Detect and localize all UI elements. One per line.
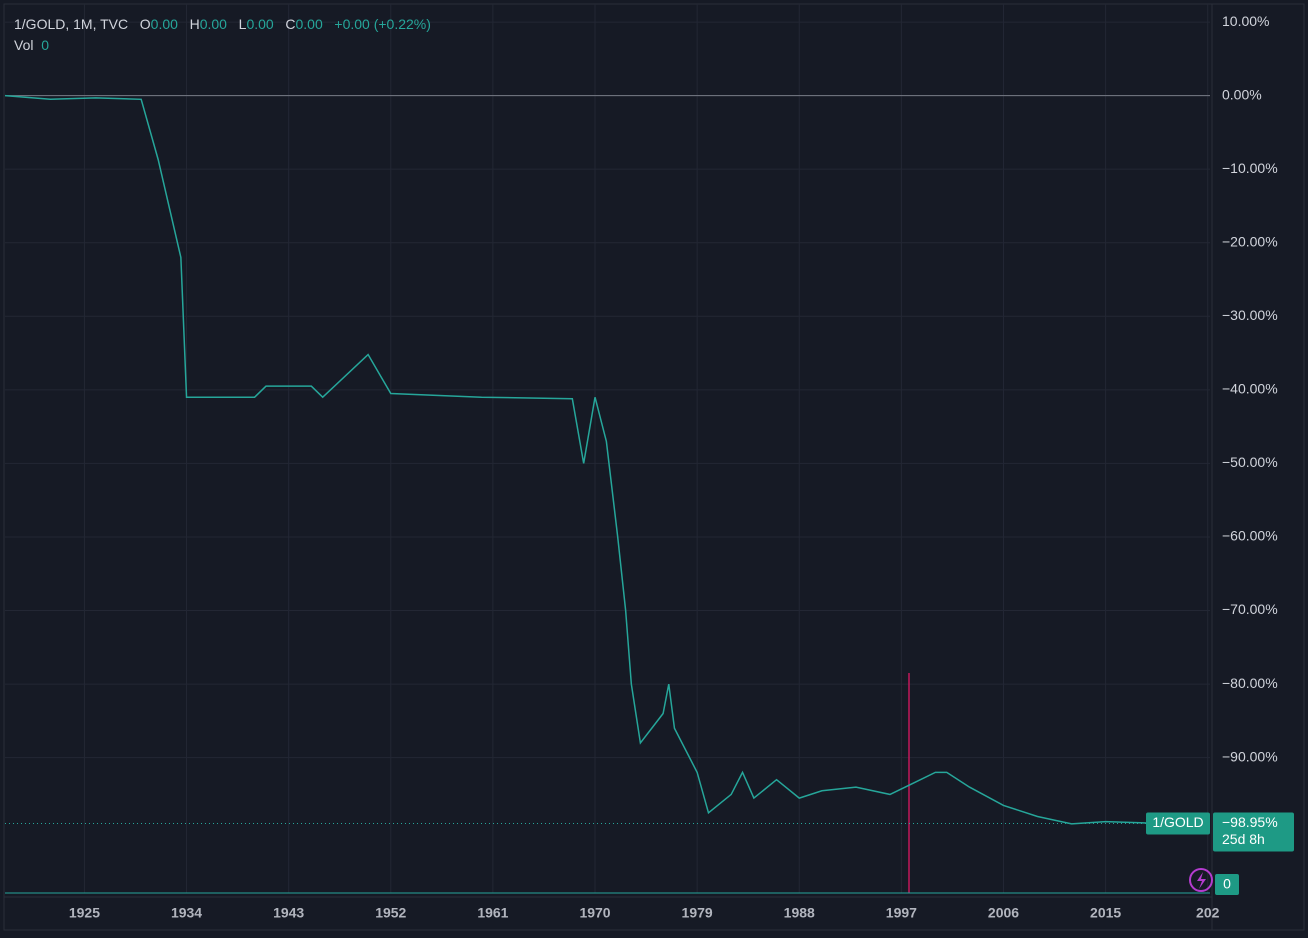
countdown: 25d 8h: [1222, 831, 1265, 847]
x-tick-label: 1934: [171, 905, 202, 921]
volume-badge-box: [1215, 874, 1239, 895]
lightning-icon[interactable]: [1189, 868, 1213, 892]
volume-row: Vol 0: [14, 35, 431, 56]
y-tick-label: −90.00%: [1222, 748, 1278, 764]
frame: [3, 3, 1305, 931]
volume-label: Vol: [14, 37, 34, 53]
high-value: 0.00: [199, 16, 227, 32]
price-line: [4, 94, 1169, 825]
volume-badge: 0: [1223, 876, 1231, 892]
y-tick-label: −80.00%: [1222, 675, 1278, 691]
x-tick-label: 1943: [273, 905, 304, 921]
legend-header: 1/GOLD, 1M, TVC O0.00 H0.00 L0.00 C0.00 …: [14, 14, 431, 56]
y-tick-label: −20.00%: [1222, 233, 1278, 249]
last-tag-box: [1146, 812, 1210, 835]
x-tick-label: 1961: [477, 905, 508, 921]
low-value: 0.00: [246, 16, 274, 32]
x-tick-label: 2006: [988, 905, 1019, 921]
low-label: L: [238, 16, 247, 32]
y-tick-label: 0.00%: [1222, 86, 1262, 102]
symbol: 1/GOLD, 1M, TVC: [14, 16, 129, 32]
y-tick-label: −60.00%: [1222, 528, 1278, 544]
open-value: 0.00: [150, 16, 178, 32]
last-value-box: [1213, 812, 1294, 852]
y-tick-label: −30.00%: [1222, 307, 1278, 323]
grid: [5, 4, 1210, 893]
x-tick-label: 1925: [69, 905, 100, 921]
high-label: H: [189, 16, 200, 32]
x-tick-label: 1979: [682, 905, 713, 921]
close-value: 0.00: [295, 16, 323, 32]
change: +0.00 (+0.22%): [334, 16, 431, 32]
close-label: C: [285, 16, 296, 32]
x-tick-label: 1970: [579, 905, 610, 921]
lightning-bolt: [1197, 872, 1206, 889]
x-tick-label: 202: [1196, 905, 1220, 921]
y-tick-label: −10.00%: [1222, 160, 1278, 176]
last-tag: 1/GOLD: [1152, 814, 1203, 830]
x-tick-label: 1988: [784, 905, 815, 921]
y-tick-label: −40.00%: [1222, 381, 1278, 397]
x-tick-label: 1997: [886, 905, 917, 921]
open-label: O: [139, 16, 151, 32]
y-tick-label: −70.00%: [1222, 601, 1278, 617]
ohlc-row: 1/GOLD, 1M, TVC O0.00 H0.00 L0.00 C0.00 …: [14, 14, 431, 35]
volume-value: 0: [41, 37, 50, 53]
y-tick-label: −50.00%: [1222, 454, 1278, 470]
y-tick-label: 10.00%: [1222, 13, 1269, 29]
last-value-label: −98.95%: [1222, 814, 1278, 830]
x-tick-label: 1952: [375, 905, 406, 921]
x-tick-label: 2015: [1090, 905, 1121, 921]
